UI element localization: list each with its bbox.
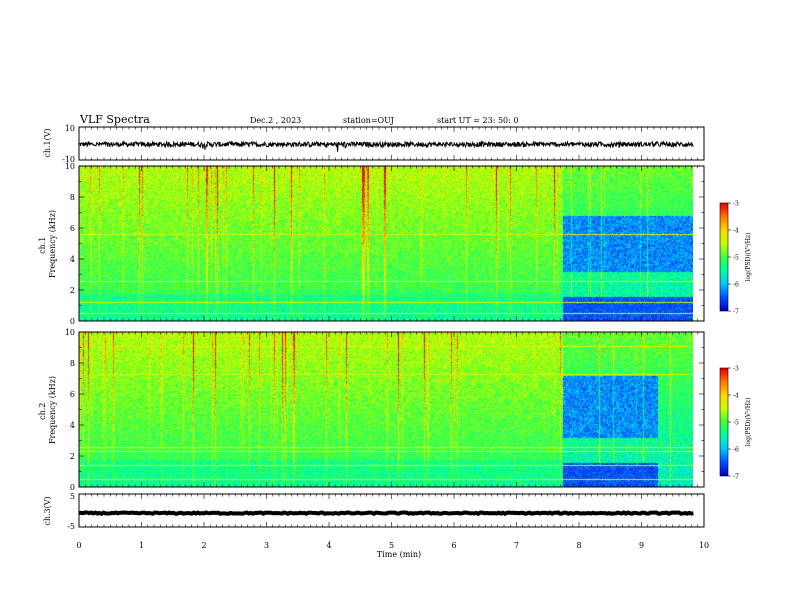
ch1-waveform-panel: 10 -10 ch.1(V) bbox=[43, 124, 705, 164]
x-tick-label: 0 bbox=[76, 541, 81, 550]
x-tick-label: 9 bbox=[639, 541, 644, 550]
x-tick-label: 4 bbox=[326, 541, 331, 550]
chart-title: VLF Spectra bbox=[79, 113, 150, 126]
colorbar-tick-label: -4 bbox=[733, 228, 739, 235]
ch1-waveform-trace bbox=[78, 140, 694, 152]
ch1-colorbar-ticks: -3 -4 -5 -6 -7 bbox=[728, 201, 739, 316]
ch3-waveform-trace bbox=[78, 510, 694, 517]
y-tick-label: 6 bbox=[70, 224, 75, 233]
ch1-yticks: 0 2 4 6 8 10 bbox=[65, 162, 704, 326]
ch2-colorbar bbox=[720, 368, 728, 476]
ch1-ylabel-channel: ch.1 bbox=[38, 237, 47, 254]
x-tick-label: 6 bbox=[451, 541, 456, 550]
x-tick-label: 3 bbox=[264, 541, 269, 550]
time-axis-ticks bbox=[78, 127, 705, 527]
colorbar-tick-label: -7 bbox=[733, 309, 739, 316]
colorbar-tick-label: -3 bbox=[733, 201, 739, 208]
time-axis-label: Time (min) bbox=[377, 550, 421, 559]
x-tick-label: 2 bbox=[201, 541, 206, 550]
chart-station: station=OUJ bbox=[343, 116, 394, 125]
ch3-ytick-bottom: -5 bbox=[67, 522, 75, 531]
x-tick-label: 10 bbox=[699, 541, 709, 550]
y-tick-label: 2 bbox=[70, 286, 75, 295]
y-tick-label: 6 bbox=[70, 390, 75, 399]
chart-date: Dec.2 , 2023 bbox=[250, 116, 301, 125]
x-tick-label: 7 bbox=[514, 541, 519, 550]
ch2-colorbar-label: log(PSD)(V²/Hz) bbox=[745, 398, 752, 447]
x-tick-label: 1 bbox=[139, 541, 144, 550]
ch1-colorbar bbox=[720, 203, 728, 311]
y-tick-label: 4 bbox=[70, 255, 75, 264]
colorbar-tick-label: -7 bbox=[733, 474, 739, 481]
y-tick-label: 4 bbox=[70, 421, 75, 430]
chart-start-ut: start UT = 23: 50: 0 bbox=[437, 116, 518, 125]
colorbar-tick-label: -6 bbox=[733, 447, 739, 454]
ch2-ylabel-channel: ch.2 bbox=[38, 403, 47, 420]
ch1-waveform-ylabel: ch.1(V) bbox=[43, 128, 52, 157]
y-tick-label: 8 bbox=[70, 359, 75, 368]
colorbar-tick-label: -6 bbox=[733, 282, 739, 289]
ch1-colorbar-label: log(PSD)(V²/Hz) bbox=[745, 233, 752, 282]
ch2-ylabel-frequency: Frequency (kHz) bbox=[48, 376, 57, 444]
colorbar-tick-label: -5 bbox=[733, 255, 739, 262]
ch1-ytick-top: 10 bbox=[65, 124, 75, 133]
y-tick-label: 2 bbox=[70, 452, 75, 461]
ch3-waveform-ylabel: ch.3(V) bbox=[43, 496, 52, 525]
ch1-spectrogram-image bbox=[79, 166, 693, 321]
y-tick-label: 0 bbox=[70, 483, 75, 492]
y-tick-label: 8 bbox=[70, 193, 75, 202]
ch2-colorbar-ticks: -3 -4 -5 -6 -7 bbox=[728, 366, 739, 481]
ch3-ytick-top: 5 bbox=[70, 492, 75, 501]
ch1-ytick-bottom: -10 bbox=[62, 155, 75, 164]
y-tick-label: 10 bbox=[65, 162, 75, 171]
ch1-ylabel-frequency: Frequency (kHz) bbox=[48, 210, 57, 278]
x-tick-label: 8 bbox=[576, 541, 581, 550]
ch2-spectrogram-image bbox=[79, 332, 693, 487]
ch2-spectrogram-ylabel: ch.2 Frequency (kHz) bbox=[38, 376, 57, 444]
ch2-yticks: 0 2 4 6 8 10 bbox=[65, 328, 704, 492]
y-tick-label: 0 bbox=[70, 317, 75, 326]
y-tick-label: 10 bbox=[65, 328, 75, 337]
x-tick-label: 5 bbox=[389, 541, 394, 550]
ch1-spectrogram-ylabel: ch.1 Frequency (kHz) bbox=[38, 210, 57, 278]
ch3-waveform-panel: 5 -5 ch.3(V) bbox=[43, 492, 705, 531]
colorbar-tick-label: -4 bbox=[733, 393, 739, 400]
colorbar-tick-label: -5 bbox=[733, 420, 739, 427]
colorbar-tick-label: -3 bbox=[733, 366, 739, 373]
time-axis-tick-labels: 0 1 2 3 4 5 6 7 8 9 10 bbox=[76, 541, 709, 550]
